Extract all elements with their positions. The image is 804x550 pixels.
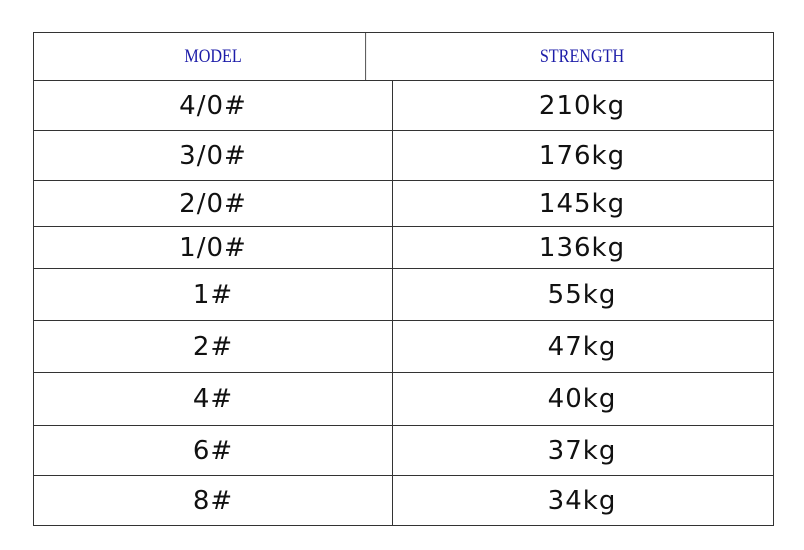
model-cell: 3/0# (34, 131, 393, 180)
strength-cell: 40kg (547, 384, 617, 414)
table-row: 2/0# 145kg (34, 181, 773, 227)
strength-cell: 145kg (538, 188, 626, 219)
model-cell: 1# (34, 269, 393, 320)
table-row: 1/0# 136kg (34, 227, 773, 269)
strength-cell: 136kg (538, 232, 626, 263)
strength-cell: 34kg (547, 485, 617, 516)
strength-cell: 37kg (547, 435, 617, 466)
strength-cell: 55kg (547, 279, 617, 310)
model-cell: 4/0# (34, 81, 393, 130)
model-cell: 8# (34, 476, 393, 525)
table-row: 4/0# 210kg (34, 81, 773, 131)
header-model: MODEL (61, 33, 367, 80)
strength-cell: 210kg (538, 90, 626, 121)
model-cell: 2/0# (34, 181, 393, 226)
table-header-row: MODEL STRENGTH (34, 33, 773, 81)
strength-cell: 176kg (538, 140, 626, 171)
table-row: 2# 47kg (34, 321, 773, 373)
strength-table: MODEL STRENGTH 4/0# 210kg 3/0# 176kg 2/0# 145… (33, 32, 774, 526)
model-cell: 6# (34, 426, 393, 475)
table-row: 1# 55kg (34, 269, 773, 321)
strength-cell: 47kg (547, 331, 617, 362)
header-strength: STRENGTH (539, 45, 625, 67)
table-row: 6# 37kg (34, 426, 773, 476)
table-row: 3/0# 176kg (34, 131, 773, 181)
model-cell: 2# (34, 321, 393, 372)
model-cell: 4# (34, 373, 393, 425)
model-cell: 1/0# (34, 227, 393, 268)
table-row: 8# 34kg (34, 476, 773, 526)
table-row: 4# 40kg (34, 373, 773, 426)
